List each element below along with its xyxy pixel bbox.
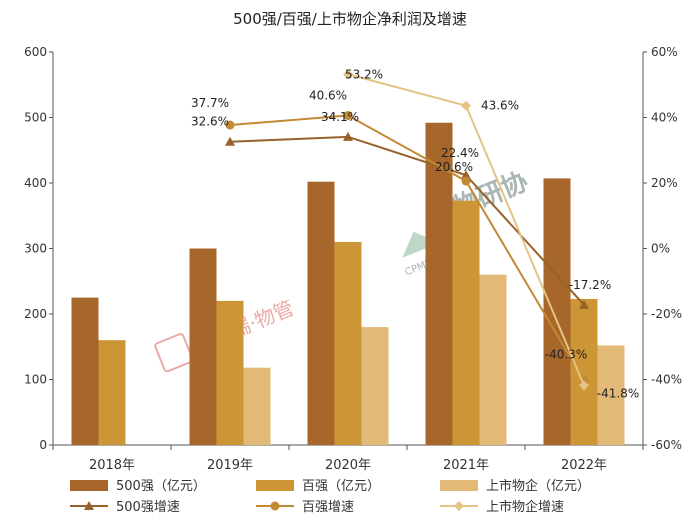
y2-tick-label: -40% <box>651 373 682 387</box>
bar <box>570 298 598 445</box>
y2-tick-label: -60% <box>651 438 682 452</box>
line-point <box>461 176 471 186</box>
chart-title: 500强/百强/上市物企净利润及增速 <box>233 10 467 28</box>
y-tick-label: 300 <box>24 242 47 256</box>
bar <box>243 367 271 445</box>
series-line <box>229 114 585 381</box>
y-tick-label: 0 <box>39 438 47 452</box>
legend-swatch <box>256 480 294 491</box>
x-tick-label: 2019年 <box>207 458 253 473</box>
line-point <box>461 170 471 180</box>
line-point <box>270 501 280 511</box>
line-point <box>343 69 353 80</box>
data-label: -40.3% <box>545 347 587 361</box>
x-tick-label: 2022年 <box>561 458 607 473</box>
legend-label: 百强增速 <box>302 500 354 515</box>
y-tick-label: 500 <box>24 111 47 125</box>
bar <box>216 300 244 445</box>
data-labels: 32.6% 34.1% 22.4% -17.2% 37.7% 40.6% 20.6% -40.… <box>191 67 639 400</box>
data-label: 20.6% <box>435 160 473 174</box>
legend-label: 百强（亿元） <box>302 479 380 494</box>
y-tick-label: 200 <box>24 307 47 321</box>
axes: 0 100 200 300 400 500 600 -60% -40% -20% 0% 20% 40% 6… <box>24 45 682 473</box>
bar <box>189 248 217 445</box>
y-tick-label: 600 <box>24 45 47 59</box>
x-tick-label: 2020年 <box>325 458 371 473</box>
line-point <box>454 501 464 511</box>
y2-tick-label: 20% <box>651 176 678 190</box>
line-point <box>579 380 589 391</box>
bar <box>71 297 99 445</box>
bar <box>334 241 362 445</box>
bar <box>479 274 507 445</box>
y-tick-label: 400 <box>24 176 47 190</box>
data-label: -17.2% <box>569 278 611 292</box>
bar <box>452 200 480 445</box>
y2-tick-label: 60% <box>651 45 678 59</box>
line-point <box>225 136 235 146</box>
lines <box>225 69 589 391</box>
bars <box>71 122 625 446</box>
y-tick-label: 100 <box>24 373 47 387</box>
x-tick-label: 2018年 <box>89 458 135 473</box>
bar <box>543 178 571 446</box>
legend-label: 上市物企增速 <box>486 499 564 515</box>
bar <box>597 345 625 445</box>
legend-swatch <box>70 480 108 491</box>
data-label: 37.7% <box>191 96 229 110</box>
data-label: 53.2% <box>345 67 383 81</box>
data-label: -41.8% <box>597 386 639 400</box>
data-label: 22.4% <box>441 146 479 160</box>
legend-label: 500强（亿元） <box>116 479 206 494</box>
y2-tick-label: 40% <box>651 111 678 125</box>
line-point <box>579 299 589 309</box>
legend-label: 上市物企（亿元） <box>486 478 590 494</box>
bar <box>307 181 335 445</box>
series-line <box>229 135 585 306</box>
data-label: 32.6% <box>191 115 229 129</box>
bar <box>98 340 126 445</box>
line-point <box>225 120 235 130</box>
line-point <box>343 131 353 141</box>
x-tick-label: 2021年 <box>443 458 489 473</box>
line-point <box>84 501 94 510</box>
line-point <box>343 111 353 121</box>
legend-label: 500强增速 <box>116 500 180 515</box>
bar <box>425 122 453 446</box>
bar <box>361 327 389 445</box>
data-label: 43.6% <box>481 99 519 113</box>
data-label: 34.1% <box>321 110 359 124</box>
legend-swatch <box>440 480 478 491</box>
y2-tick-label: -20% <box>651 307 682 321</box>
line-point <box>461 100 471 111</box>
y2-tick-label: 0% <box>651 242 670 256</box>
legend: 500强（亿元） 百强（亿元） 上市物企（亿元） 500强增速 百强增速 上市物企增速 <box>70 478 590 515</box>
data-label: 40.6% <box>309 89 347 103</box>
